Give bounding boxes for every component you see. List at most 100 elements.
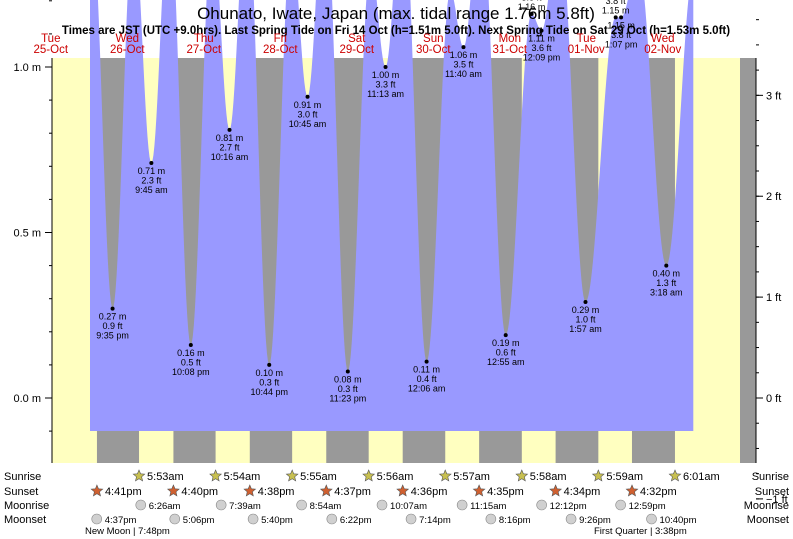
chart-subtitle: Times are JST (UTC +9.0hrs). Last Spring… bbox=[62, 25, 730, 37]
row-label-left: Sunset bbox=[4, 486, 38, 498]
moonset-icon bbox=[169, 513, 181, 525]
low-tide-label: 9:35 pm bbox=[96, 331, 129, 341]
sunset-icon bbox=[625, 484, 639, 497]
low-tide-label: 1:57 am bbox=[569, 324, 602, 334]
moonset-time: 9:26pm bbox=[579, 515, 611, 526]
sunrise-time: 5:57am bbox=[453, 471, 490, 483]
low-tide-label: 0.91 m bbox=[294, 100, 322, 110]
moon-phase-new: New Moon | 7:48pm bbox=[85, 526, 170, 537]
moonset-icon bbox=[247, 513, 259, 525]
moonrise-icon bbox=[536, 499, 547, 511]
high-tide-label: 1.16 m bbox=[518, 2, 546, 12]
moonrise-time: 8:54am bbox=[310, 501, 342, 512]
low-tide-label: 3.0 ft bbox=[298, 109, 319, 119]
day-label-date: 27-Oct bbox=[187, 44, 222, 56]
day-label-dow: Wed bbox=[116, 33, 139, 45]
low-tide-label: 0.29 m bbox=[572, 305, 600, 315]
low-tide-label: 10:44 pm bbox=[250, 387, 288, 397]
low-tide-point bbox=[583, 300, 588, 305]
low-tide-label: 0.16 m bbox=[177, 348, 205, 358]
low-tide-point bbox=[503, 333, 508, 338]
sunrise-time: 6:01am bbox=[683, 471, 720, 483]
moonrise-icon bbox=[135, 499, 147, 511]
day-label-dow: Wed bbox=[651, 33, 674, 45]
sunset-icon bbox=[166, 484, 180, 497]
sunset-time: 4:37pm bbox=[334, 486, 371, 498]
water-layer bbox=[90, 0, 694, 431]
night-band-edge bbox=[740, 58, 756, 463]
low-tide-label: 12:55 am bbox=[487, 357, 525, 367]
moon-phase-first-quarter: First Quarter | 3:38pm bbox=[594, 526, 687, 537]
low-tide-label: 0.5 ft bbox=[181, 358, 202, 368]
day-label-dow: Sat bbox=[348, 33, 366, 45]
left-tick-label: 0.5 m bbox=[13, 228, 41, 240]
sunrise-time: 5:53am bbox=[147, 471, 184, 483]
day-label-dow: Fri bbox=[274, 33, 287, 45]
low-tide-label: 0.9 ft bbox=[103, 321, 124, 331]
moonset-time: 4:37pm bbox=[105, 515, 137, 526]
moonset-time: 8:16pm bbox=[499, 515, 531, 526]
low-tide-point bbox=[267, 362, 272, 367]
moonrise-time: 6:26am bbox=[149, 501, 181, 512]
day-label-date: 02-Nov bbox=[644, 44, 681, 56]
sunrise-icon bbox=[285, 469, 299, 482]
low-tide-point bbox=[149, 160, 154, 165]
low-tide-point bbox=[188, 343, 193, 348]
row-label-left: Sunrise bbox=[4, 471, 41, 483]
low-tide-label: 1.06 m bbox=[450, 50, 478, 60]
tide-curve-area bbox=[90, 0, 694, 431]
row-label-left: Moonrise bbox=[4, 500, 49, 512]
day-label-date: 01-Nov bbox=[568, 44, 605, 56]
low-tide-label: 10:16 am bbox=[211, 152, 249, 162]
day-label-date: 31-Oct bbox=[493, 44, 528, 56]
low-tide-point bbox=[305, 94, 310, 99]
sunrise-icon bbox=[438, 469, 452, 482]
low-tide-label: 0.3 ft bbox=[338, 384, 359, 394]
high-tide-point bbox=[613, 15, 618, 20]
right-tick-label: 2 ft bbox=[766, 191, 781, 203]
low-tide-label: 11:40 am bbox=[445, 69, 482, 79]
moonset-time: 6:22pm bbox=[340, 515, 372, 526]
almanac-rows: Sunrise Sunrise Sunset Sunset Moonrise Moonri… bbox=[4, 469, 789, 537]
day-label-date: 26-Oct bbox=[110, 44, 145, 56]
left-tick-label: 0.0 m bbox=[13, 393, 41, 405]
low-tide-label: 0.6 ft bbox=[496, 348, 517, 358]
low-tide-label: 1.15 m bbox=[607, 20, 635, 30]
moonset-time: 7:14pm bbox=[419, 515, 451, 526]
moonrise-icon bbox=[456, 499, 468, 511]
low-tide-point bbox=[424, 359, 429, 364]
right-tick-label: 3 ft bbox=[766, 90, 781, 102]
day-label-date: 29-Oct bbox=[340, 44, 375, 56]
sunrise-time: 5:55am bbox=[300, 471, 337, 483]
low-tide-point bbox=[345, 369, 350, 374]
left-axis: 1.5 m1.0 m0.5 m0.0 m bbox=[13, 0, 53, 463]
low-tide-label: 3:18 am bbox=[650, 288, 683, 298]
high-tide-label: 3.8 ft bbox=[606, 0, 627, 6]
low-tide-label: 10:08 pm bbox=[172, 367, 210, 377]
sunset-icon bbox=[319, 484, 333, 497]
low-tide-label: 11:13 am bbox=[367, 89, 404, 99]
day-label-dow: Tue bbox=[577, 33, 596, 45]
low-tide-point bbox=[461, 45, 466, 50]
moonset-icon bbox=[405, 513, 417, 525]
high-tide-point bbox=[529, 12, 534, 17]
right-tick-label: 0 ft bbox=[766, 393, 781, 405]
day-label-date: 28-Oct bbox=[263, 44, 298, 56]
sunset-icon bbox=[396, 484, 410, 497]
low-tide-label: 0.19 m bbox=[492, 338, 520, 348]
low-tide-label: 1:07 pm bbox=[605, 39, 638, 49]
day-label-dow: Mon bbox=[499, 33, 521, 45]
sunrise-time: 5:59am bbox=[606, 471, 643, 483]
sunrise-icon bbox=[668, 469, 682, 482]
moonset-time: 10:40pm bbox=[660, 515, 697, 526]
sunrise-icon bbox=[132, 469, 146, 482]
sunset-time: 4:35pm bbox=[487, 486, 524, 498]
sunset-time: 4:38pm bbox=[258, 486, 295, 498]
row-label-left: Moonset bbox=[4, 514, 46, 526]
left-tick-label: 1.0 m bbox=[13, 62, 41, 74]
high-tide-label: 3.8 ft bbox=[522, 0, 543, 3]
low-tide-label: 0.40 m bbox=[653, 269, 681, 279]
sunrise-time: 5:58am bbox=[530, 471, 567, 483]
low-tide-point bbox=[227, 127, 232, 132]
